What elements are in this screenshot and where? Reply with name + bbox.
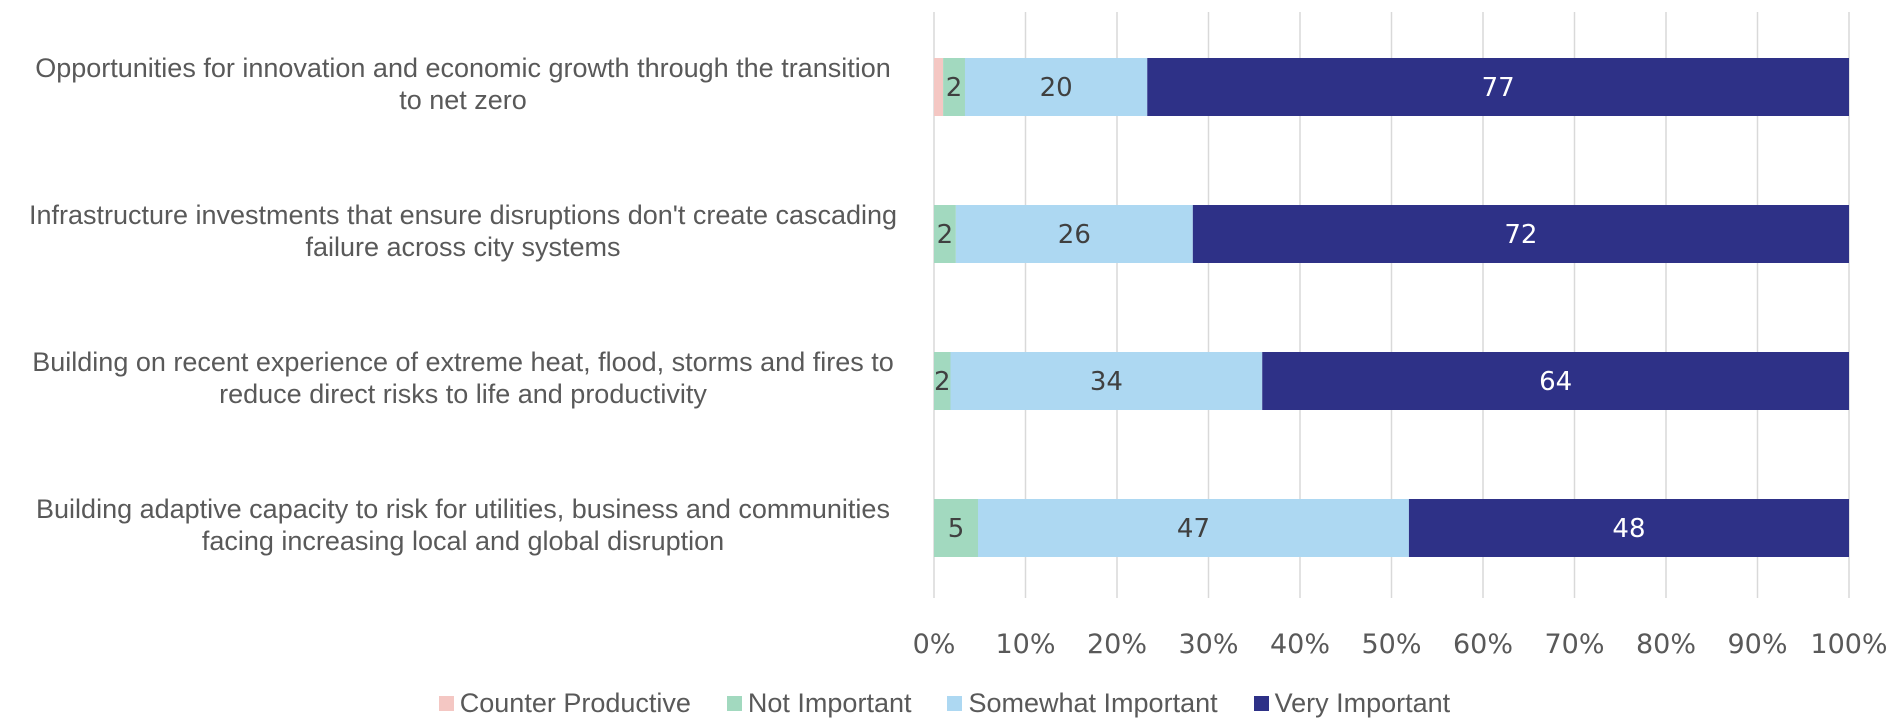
bar-segment [1147,58,1849,116]
data-label: 5 [948,514,965,544]
bar-segment [1262,352,1849,410]
legend-label: Very Important [1274,688,1451,718]
bar-segment [934,352,951,410]
x-tick-label: 30% [1178,629,1238,660]
legend-label: Counter Productive [459,688,691,718]
bar-segment [943,58,965,116]
bar-segment [978,499,1409,557]
x-tick-label: 60% [1453,629,1513,660]
data-label: 64 [1539,367,1572,397]
category-label-line: failure across city systems [305,232,620,262]
bar-segment [934,499,979,557]
data-label: 48 [1612,514,1645,544]
bar-segment [950,352,1263,410]
legend-item: Counter Productive [438,688,691,719]
category-label: Infrastructure investments that ensure d… [29,200,897,262]
category-label-line: facing increasing local and global disru… [202,526,724,556]
bar-segment [934,205,956,263]
data-label: 47 [1177,514,1210,544]
legend-swatch [947,696,963,711]
data-label: 26 [1058,220,1091,250]
data-label: 2 [946,73,963,103]
data-label: 2 [934,367,951,397]
bar-segment [964,58,1148,116]
x-tick-label: 40% [1270,629,1330,660]
bar-segment [955,205,1193,263]
x-tick-label: 10% [995,629,1055,660]
x-tick-label: 100% [1810,629,1887,660]
stacked-bar-chart: 2 20 77 2 26 72 2 34 64 5 47 48 Opportunities for i… [29,12,1888,660]
data-label: 34 [1090,367,1123,397]
data-label: 77 [1482,73,1515,103]
x-tick-label: 80% [1636,629,1696,660]
category-label: Opportunities for innovation and economi… [35,53,891,115]
legend-item: Not Important [726,688,912,719]
category-label: Building on recent experience of extreme… [32,347,893,409]
legend-label: Not Important [747,688,912,718]
x-tick-label: 90% [1727,629,1787,660]
category-label-line: Building on recent experience of extreme… [32,347,893,377]
category-label-line: to net zero [399,85,527,115]
x-tick-label: 50% [1361,629,1421,660]
bar-segment [934,58,944,116]
category-label-line: Building adaptive capacity to risk for u… [36,494,890,524]
category-label-line: Opportunities for innovation and economi… [35,53,891,83]
legend-item: Very Important [1253,688,1451,719]
x-tick-label: 0% [913,629,956,660]
category-label: Building adaptive capacity to risk for u… [36,494,890,556]
data-label: 20 [1040,73,1073,103]
legend-label: Somewhat Important [968,688,1218,718]
bars: 2 20 77 2 26 72 2 34 64 5 47 48 [934,58,1849,557]
category-label-line: Infrastructure investments that ensure d… [29,200,897,230]
x-tick-label: 20% [1087,629,1147,660]
legend: Counter Productive Not Important Somewhat … [0,688,1889,719]
x-tick-labels: 0% 10% 20% 30% 40% 50% 60% 70% 80% 90% 100% [913,629,1888,660]
category-labels: Opportunities for innovation and economi… [29,53,897,556]
legend-swatch [726,696,742,711]
legend-item: Somewhat Important [947,688,1218,719]
data-label: 2 [937,220,954,250]
legend-swatch [438,696,454,711]
category-label-line: reduce direct risks to life and producti… [219,379,707,409]
bar-segment [1408,499,1849,557]
bar-segment [1192,205,1849,263]
x-tick-label: 70% [1544,629,1604,660]
legend-swatch [1253,696,1269,711]
data-label: 72 [1504,220,1537,250]
